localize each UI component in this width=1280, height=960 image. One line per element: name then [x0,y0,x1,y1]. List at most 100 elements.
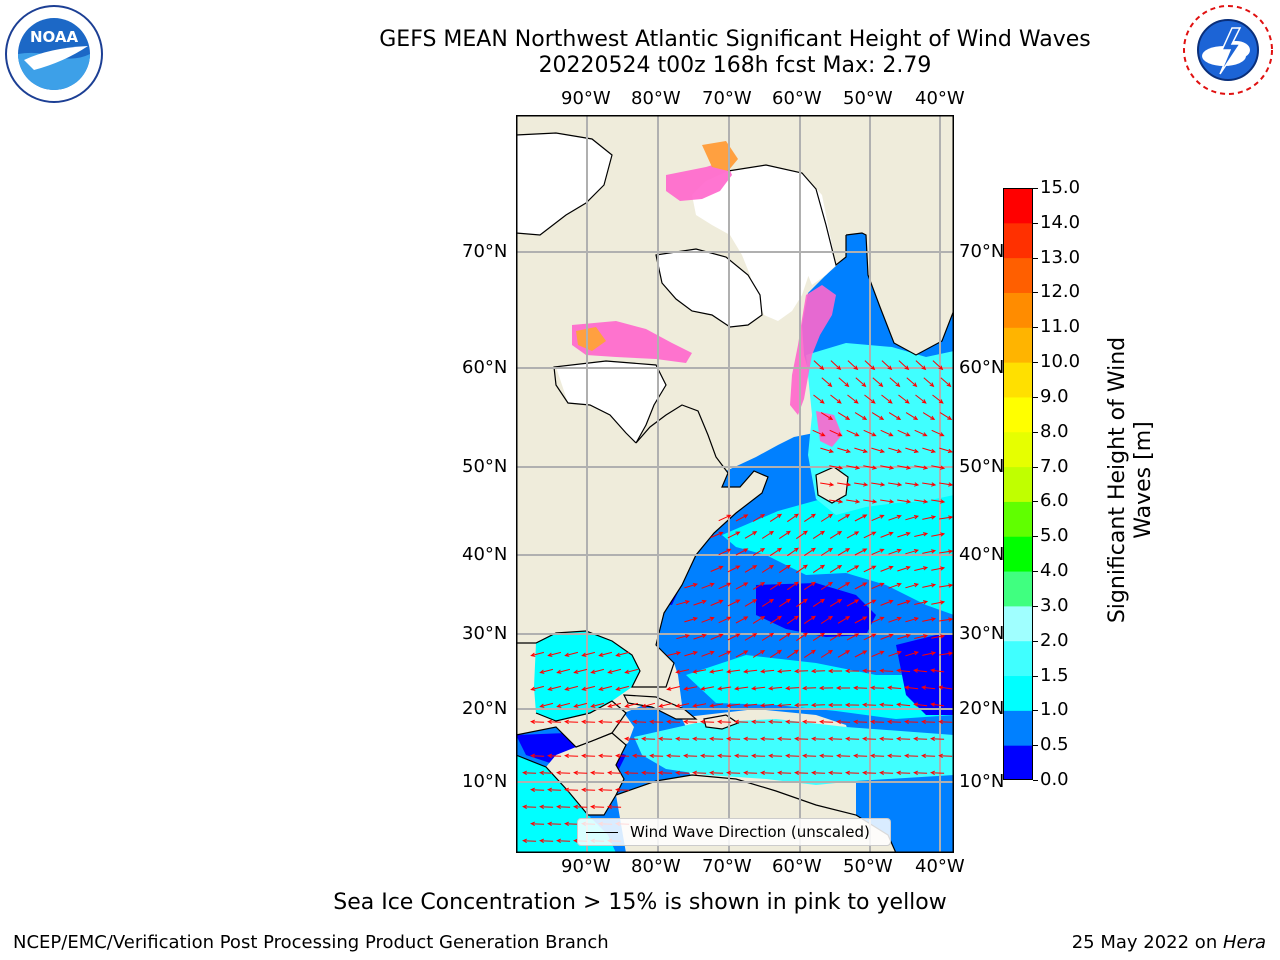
wave-direction-arrow [556,668,571,674]
lat-label-right-30n: 30°N [959,623,1005,644]
caribbean-waves [634,719,954,785]
colorbar-tick-label: 1.0 [1040,699,1069,721]
wave-direction-arrow [940,377,952,388]
colorbar-tick-mark [1033,257,1038,259]
wave-direction-arrow [744,599,758,607]
wave-direction-arrow [931,634,946,639]
lon-label-bottom-60w: 60°W [772,856,822,877]
wave-direction-arrow [897,429,911,437]
wave-direction-arrow [726,669,741,674]
wave-direction-arrow [921,753,936,759]
wave-direction-arrow [530,821,545,827]
wave-direction-arrow [820,482,835,487]
wave-direction-arrow [819,719,834,725]
wave-direction-arrow [590,770,605,776]
wave-direction-arrow [787,513,799,523]
wave-direction-arrow [879,702,894,707]
wave-direction-arrow [871,650,885,658]
wave-direction-arrow [821,377,833,388]
wave-direction-arrow [931,499,946,504]
wave-direction-arrow [820,447,835,453]
colorbar-swatch [1003,536,1033,572]
wave-direction-arrow [692,770,707,776]
wave-direction-arrow [693,633,707,640]
wave-direction-arrow [846,531,860,539]
wave-direction-arrow [888,412,902,421]
wave-direction-arrow [607,770,622,776]
wave-direction-arrow [573,702,588,708]
wave-direction-arrow [913,736,928,742]
chart-subtitle: 20220524 t00z 168h fcst Max: 2.79 [538,53,932,78]
wave-direction-arrow [530,719,545,725]
wave-direction-arrow [804,547,816,557]
wave-direction-arrow [539,838,554,844]
sea-ice-labrador [790,285,836,415]
wave-direction-arrow [915,360,927,371]
wave-direction-arrow [829,632,843,641]
wave-direction-arrow [761,530,775,539]
wave-direction-arrow [854,616,868,624]
wave-direction-arrow [804,649,816,659]
lat-label-right-40n: 40°N [959,544,1005,565]
wave-direction-arrow [905,651,919,657]
wave-direction-arrow [905,482,920,487]
wave-direction-arrow [896,736,911,742]
wave-direction-arrow [743,703,758,708]
wave-direction-arrow [530,787,545,793]
wave-direction-arrow [837,514,851,522]
wave-direction-arrow [547,719,562,725]
wave-direction-arrow [692,736,707,742]
wave-direction-arrow [539,804,554,810]
nws-logo [1178,0,1278,100]
colorbar-tick-mark [1033,640,1038,642]
wave-direction-arrow [922,617,937,622]
wave-direction-arrow [573,770,588,776]
wave-direction-arrow [710,565,724,572]
wave-direction-arrow [819,753,834,759]
wave-direction-arrow [905,515,919,521]
wave-direction-arrow [752,513,766,522]
wave-direction-arrow [863,599,877,607]
wave-direction-arrow [829,564,843,573]
wave-direction-arrow [581,719,596,725]
lon-label-bottom-90w: 90°W [561,856,611,877]
wave-direction-arrow [897,600,911,606]
wave-direction-arrow [700,719,715,725]
wave-direction-arrow [888,482,903,487]
wave-direction-arrow [684,617,699,623]
colorbar-swatch [1003,188,1033,224]
wave-direction-arrow [905,549,919,555]
wave-direction-arrow [744,633,758,641]
wave-direction-arrow [726,770,741,776]
wave-direction-arrow [939,549,954,554]
wave-direction-arrow [863,429,877,437]
colorbar-swatch [1003,640,1033,677]
wave-direction-arrow [769,649,783,659]
colorbar-border [1003,188,1033,780]
wave-direction-arrow [709,770,724,776]
wave-direction-arrow [845,770,860,776]
wave-direction-arrow [700,686,715,691]
wave-direction-arrow [905,447,920,453]
wave-direction-arrow [539,770,554,776]
wave-direction-arrow [923,377,935,388]
wave-direction-arrow [889,377,901,388]
wave-direction-arrow [938,753,953,759]
colorbar-tick-label: 9.0 [1040,385,1069,407]
wave-direction-arrow [751,719,766,725]
wave-direction-arrow [676,600,691,606]
wave-direction-arrow [870,685,885,691]
wave-direction-arrow [897,532,911,538]
wave-direction-arrow [837,650,851,658]
wave-direction-arrow [769,513,783,523]
wave-direction-arrow [829,499,844,504]
wave-direction-arrow [871,514,885,522]
lon-label-top-40w: 40°W [915,88,965,109]
wave-direction-arrow [744,531,758,539]
lat-label-right-50n: 50°N [959,456,1005,477]
legend-line-swatch [586,831,618,833]
wave-direction-arrow [539,702,554,708]
wave-direction-arrow [930,770,945,776]
wave-direction-arrow [802,753,817,759]
wave-direction-arrow [905,617,919,623]
